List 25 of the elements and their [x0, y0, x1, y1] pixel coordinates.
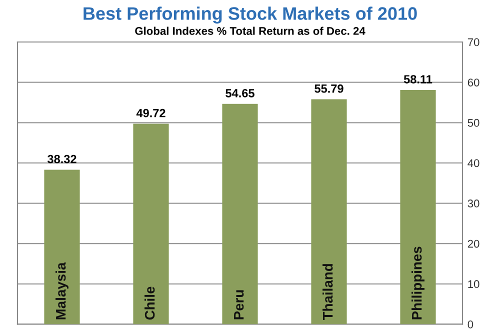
- data-label: 38.32: [48, 154, 76, 164]
- x-tick-label: Peru: [234, 290, 244, 320]
- bar: [311, 99, 347, 324]
- y-tick-label: 60: [468, 78, 480, 86]
- y-tick-label: 70: [468, 38, 480, 46]
- chart-subtitle: Global Indexes % Total Return as of Dec. 24: [135, 26, 366, 35]
- data-label: 49.72: [136, 108, 166, 118]
- y-tick-label: 20: [468, 240, 480, 248]
- y-tick-label: 40: [468, 159, 480, 168]
- y-tick-label: 50: [468, 118, 480, 127]
- data-label: 54.65: [226, 89, 254, 98]
- y-tick-label: 30: [468, 200, 480, 208]
- x-tick-label: Thailand: [322, 264, 333, 320]
- data-label: 58.11: [404, 75, 432, 84]
- y-tick-label: 0: [468, 320, 474, 328]
- bar: [222, 104, 258, 324]
- bar: [400, 90, 436, 324]
- x-tick-label: Philippines: [412, 246, 424, 320]
- data-label: 55.79: [314, 84, 344, 93]
- x-tick-label: Malaysia: [56, 262, 68, 320]
- y-tick-label: 10: [468, 280, 480, 288]
- chart-title: Best Performing Stock Markets of 2010: [84, 6, 417, 24]
- bar: [44, 170, 80, 324]
- x-tick-label: Chile: [144, 286, 155, 320]
- bar: [133, 124, 169, 324]
